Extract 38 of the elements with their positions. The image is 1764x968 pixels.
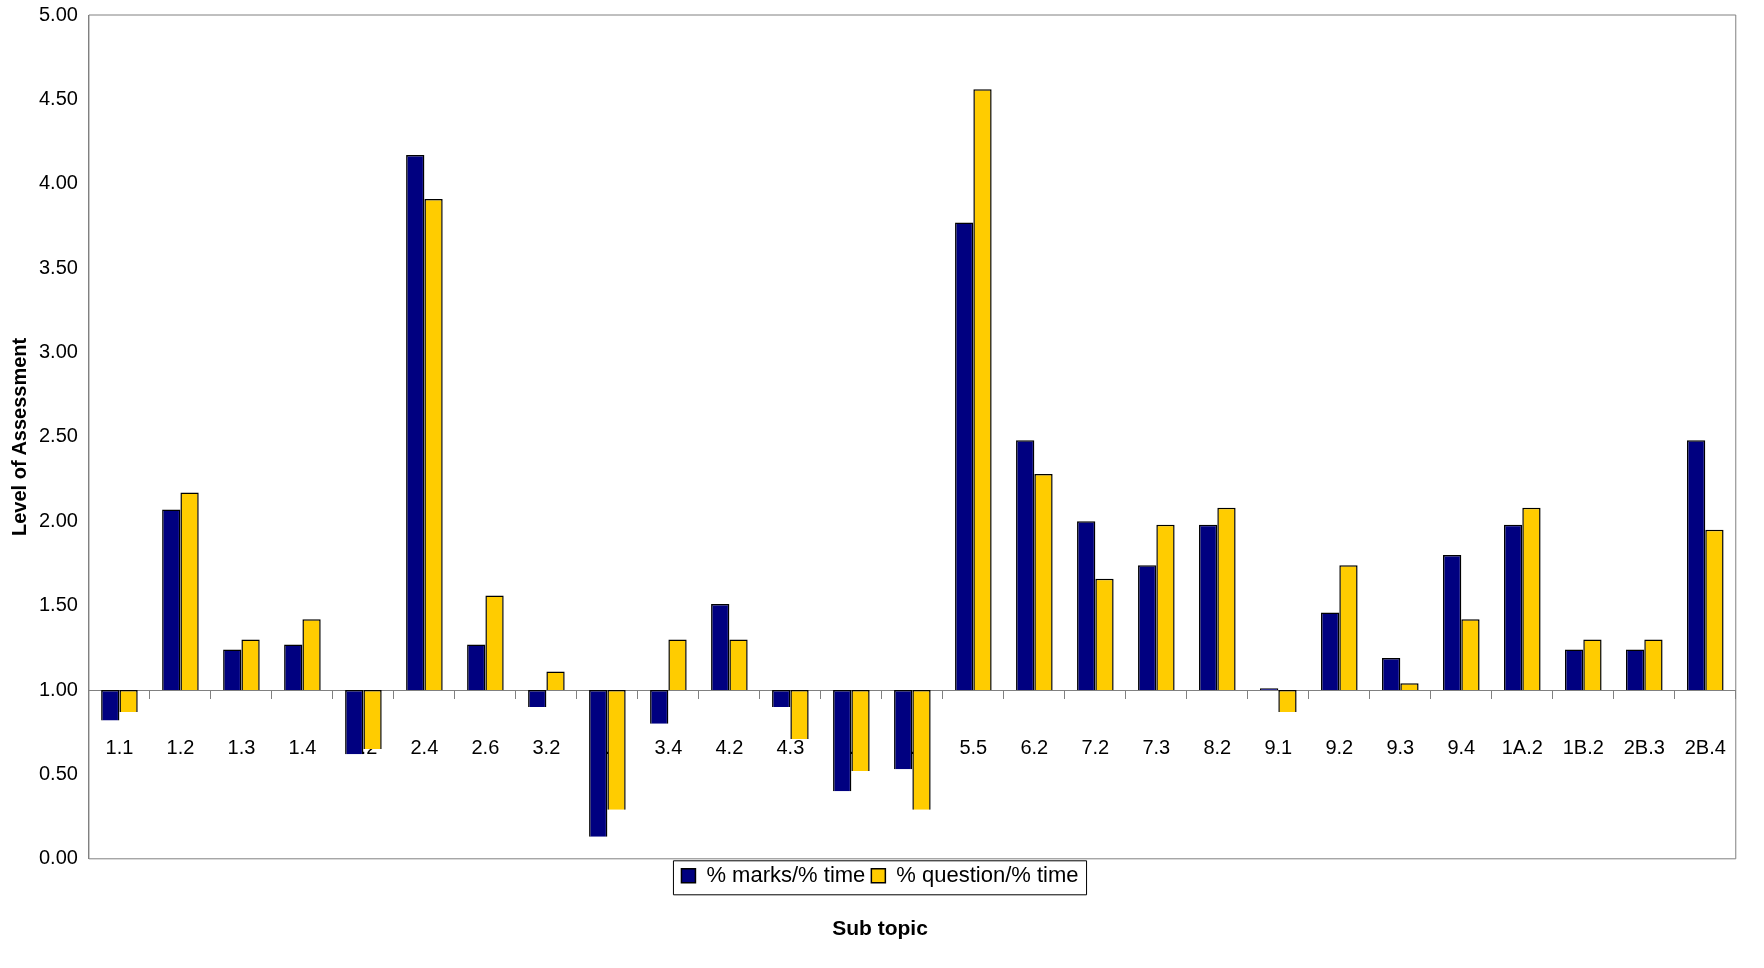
x-tick-label: 1.4 bbox=[288, 735, 317, 758]
y-tick-label: 0.00 bbox=[38, 846, 78, 869]
x-tick-label: 6.2 bbox=[1020, 735, 1049, 758]
x-axis-title: Sub topic bbox=[832, 916, 929, 940]
y-tick-label: 2.50 bbox=[38, 424, 78, 447]
x-tick-label: 1.1 bbox=[105, 735, 134, 758]
x-tick-label: 2.4 bbox=[410, 735, 439, 758]
y-tick-label: 1.00 bbox=[38, 677, 78, 700]
x-tick-label: 1A.2 bbox=[1501, 735, 1543, 758]
x-tick-label: 5.5 bbox=[959, 735, 988, 758]
x-tick-label: 4.3 bbox=[776, 735, 805, 758]
x-tick-label: 2B.4 bbox=[1684, 735, 1726, 758]
y-tick-label: 3.50 bbox=[38, 255, 78, 278]
y-tick-label: 4.50 bbox=[38, 86, 78, 109]
legend-label: % marks/% time bbox=[706, 861, 866, 887]
x-tick-label: 3.2 bbox=[532, 735, 561, 758]
y-axis-title: Level of Assessment bbox=[7, 337, 30, 537]
x-tick-label: 1.2 bbox=[166, 735, 195, 758]
x-tick-label: 9.4 bbox=[1447, 735, 1476, 758]
x-tick-label: 1.3 bbox=[227, 735, 256, 758]
x-tick-label: 4.2 bbox=[715, 735, 744, 758]
y-tick-label: 4.00 bbox=[38, 171, 78, 194]
x-tick-label: 9.3 bbox=[1386, 735, 1415, 758]
y-tick-label: 3.00 bbox=[38, 340, 78, 363]
x-tick-label: 7.2 bbox=[1081, 735, 1110, 758]
x-tick-label: 2B.3 bbox=[1623, 735, 1665, 758]
x-tick-label: 3.4 bbox=[654, 735, 683, 758]
legend-label: % question/% time bbox=[896, 861, 1079, 887]
x-tick-label: 7.3 bbox=[1142, 735, 1171, 758]
y-tick-label: 1.50 bbox=[38, 593, 78, 616]
y-tick-label: 5.00 bbox=[38, 2, 78, 25]
x-tick-label: 9.1 bbox=[1264, 735, 1293, 758]
x-tick-label: 8.2 bbox=[1203, 735, 1232, 758]
x-tick-label: 2.6 bbox=[471, 735, 500, 758]
x-tick-label: 9.2 bbox=[1325, 735, 1354, 758]
x-tick-label: 1B.2 bbox=[1562, 735, 1604, 758]
y-tick-label: 0.50 bbox=[38, 761, 78, 784]
y-tick-label: 2.00 bbox=[38, 508, 78, 531]
